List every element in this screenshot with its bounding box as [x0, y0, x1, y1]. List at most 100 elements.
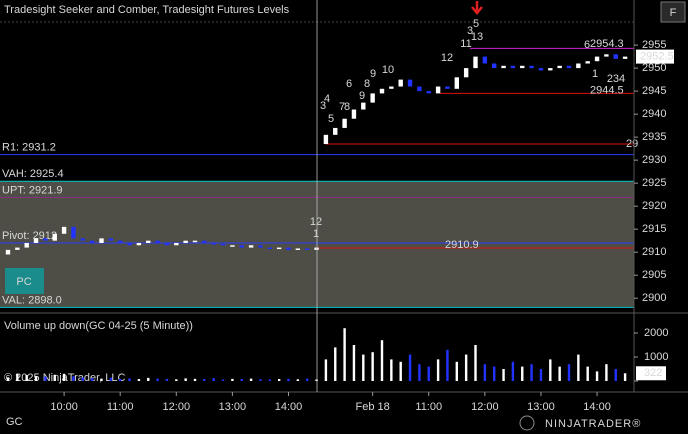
y-tick-label: 2915: [642, 223, 666, 235]
signal-count: 5: [473, 18, 479, 30]
y-tick-label: 2910: [642, 246, 666, 258]
volume-bar: [521, 366, 524, 381]
volume-bar: [221, 379, 225, 381]
candle: [286, 247, 291, 250]
y-tick-label: 2930: [642, 154, 666, 166]
candle: [576, 63, 581, 69]
volume-bar: [90, 378, 94, 381]
volume-bar: [418, 364, 421, 381]
candle: [146, 240, 151, 243]
candle: [379, 88, 385, 94]
volume-bar: [474, 345, 477, 381]
candle: [538, 68, 544, 71]
candle: [342, 118, 347, 128]
volume-bar: [530, 364, 533, 381]
level-label: 29: [626, 138, 638, 150]
candle: [351, 109, 357, 119]
volume-bar: [175, 379, 178, 381]
volume-bar: [128, 378, 131, 381]
candle: [492, 63, 497, 69]
volume-bar: [436, 359, 440, 381]
candle: [520, 65, 525, 69]
candle: [417, 86, 422, 92]
volume-bar: [296, 379, 300, 381]
candle: [557, 65, 562, 69]
x-tick-label: 11:00: [415, 401, 442, 413]
volume-bar: [203, 379, 206, 381]
x-tick-label: 12:00: [471, 401, 499, 413]
volume-bar: [249, 378, 253, 381]
volume-bar: [6, 377, 10, 381]
candle: [370, 93, 375, 103]
f-button[interactable]: [660, 1, 686, 23]
signal-count: 234: [607, 73, 625, 85]
candle: [585, 61, 590, 64]
x-tick-label: 12:00: [163, 401, 191, 413]
signal-count: 12: [441, 52, 453, 64]
pc-button[interactable]: [5, 268, 44, 294]
signal-count: 3: [320, 100, 326, 112]
f-button-label[interactable]: F: [670, 7, 677, 19]
candle: [361, 102, 366, 110]
volume-bar: [231, 378, 234, 381]
candle: [604, 54, 609, 57]
y-tick-label: 2935: [642, 131, 666, 143]
volume-bar: [25, 375, 28, 381]
candle: [80, 238, 85, 241]
candle: [99, 238, 104, 243]
y-tick-label: 2925: [642, 177, 666, 189]
candle: [510, 65, 516, 69]
candle: [398, 79, 403, 87]
volume-bar: [567, 364, 571, 381]
candle: [445, 86, 450, 89]
volume-bar: [446, 349, 449, 381]
volume-bar: [408, 354, 412, 381]
volume-bar: [240, 379, 243, 381]
candle: [89, 240, 95, 243]
volume-bar: [72, 376, 75, 381]
signal-count: 8: [344, 101, 350, 113]
candle: [566, 65, 572, 69]
candle: [202, 240, 207, 243]
volume-bar: [586, 366, 589, 381]
signal-count: 3: [467, 25, 473, 37]
candle: [333, 127, 338, 135]
volume-bar: [315, 379, 318, 381]
candle: [183, 240, 188, 243]
signal-count: 6: [584, 39, 590, 51]
candle: [155, 240, 160, 243]
volume-bar: [371, 352, 374, 381]
logo-icon: [519, 415, 535, 431]
candle: [248, 245, 254, 248]
signal-count: 9: [370, 68, 376, 80]
volume-bar: [623, 373, 627, 381]
candle: [276, 247, 282, 250]
candle: [482, 56, 488, 64]
pc-button-label[interactable]: PC: [16, 276, 31, 288]
candle: [314, 247, 319, 250]
volume-bar: [324, 359, 328, 381]
volume-bar: [343, 328, 346, 381]
volume-bar: [380, 340, 384, 381]
candle: [15, 247, 20, 250]
volume-bar: [502, 369, 505, 381]
volume-bar: [614, 369, 617, 381]
candle: [52, 233, 57, 241]
y-tick-label: 2900: [642, 292, 666, 304]
volume-bar: [44, 376, 47, 381]
candle: [220, 243, 226, 246]
volume-bar: [595, 371, 599, 381]
volume-bar: [62, 373, 66, 381]
y-tick-label: 2920: [642, 200, 666, 212]
volume-bar: [193, 378, 197, 381]
signal-count: 1: [592, 68, 598, 80]
volume-bar: [427, 366, 430, 381]
candle: [33, 238, 39, 243]
volume-bar: [306, 378, 309, 381]
candle: [305, 248, 310, 250]
volume-bar: [605, 364, 608, 381]
candle: [594, 56, 600, 62]
signal-count: 5: [328, 113, 334, 125]
candle: [136, 242, 142, 246]
